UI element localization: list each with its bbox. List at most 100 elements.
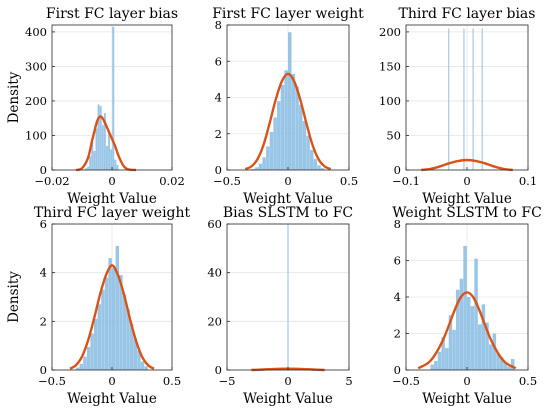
x-tick-label: 0 xyxy=(108,174,115,188)
histogram-bar xyxy=(320,168,325,170)
histogram-bar xyxy=(273,117,277,170)
subplot-title: First FC layer bias xyxy=(46,6,178,22)
x-tick-label: −0.02 xyxy=(34,174,69,188)
histogram-bar xyxy=(262,157,266,170)
histogram-bars xyxy=(430,245,515,370)
histogram-bar xyxy=(295,86,299,170)
histogram-bar xyxy=(76,367,80,370)
y-tick-label: 6 xyxy=(215,54,222,68)
x-tick-label: 0 xyxy=(284,174,291,188)
histogram-bar xyxy=(97,304,102,370)
y-tick-label: 4 xyxy=(40,266,47,280)
x-tick-label: 0.5 xyxy=(163,374,181,388)
histogram-bar xyxy=(448,315,453,370)
y-tick-label: 4 xyxy=(215,91,222,105)
histogram-bar xyxy=(89,156,92,170)
y-tick-label: 400 xyxy=(25,25,47,39)
histogram-bar xyxy=(85,168,87,170)
subplot-title: Third FC layer weight xyxy=(34,205,191,221)
histogram-bar xyxy=(430,364,434,370)
histogram-bar xyxy=(119,275,123,370)
histogram-bar xyxy=(116,164,119,170)
histogram-bar xyxy=(101,125,104,170)
y-tick-label: 100 xyxy=(379,94,401,108)
histogram-bar xyxy=(496,353,500,370)
x-axis-label: Weight Value xyxy=(243,191,333,207)
histogram-bar xyxy=(492,333,497,370)
histogram-bar xyxy=(463,245,467,370)
x-tick-label: −0.5 xyxy=(38,374,66,388)
x-tick-label: 0.5 xyxy=(340,174,358,188)
x-tick-label: 0.5 xyxy=(519,374,537,388)
histogram-bar xyxy=(95,128,98,170)
histogram-bar xyxy=(470,306,475,370)
histogram-bar xyxy=(87,166,90,170)
histogram-bar xyxy=(251,169,255,170)
subplot-title: Third FC layer bias xyxy=(399,6,536,22)
histogram-bar xyxy=(144,366,148,370)
histogram-bar xyxy=(507,366,511,370)
y-tick-label: 100 xyxy=(25,128,47,142)
y-tick-label: 0 xyxy=(215,163,222,177)
density-fit-curve xyxy=(421,158,513,172)
density-fit-curve xyxy=(417,291,517,370)
y-tick-label: 0 xyxy=(394,363,401,377)
grid xyxy=(52,25,172,170)
histogram-bar xyxy=(133,338,138,370)
histogram-bar xyxy=(302,121,307,170)
histogram-bar xyxy=(255,167,259,170)
density-fit-curve xyxy=(244,72,332,171)
histogram-bar xyxy=(258,163,263,170)
histogram-bar xyxy=(93,151,96,170)
histogram-bar xyxy=(101,289,105,370)
subplot-title: First FC layer weight xyxy=(212,6,364,22)
histogram-bar xyxy=(485,322,489,370)
density-fit-curve xyxy=(69,264,155,370)
x-axis-label: Weight Value xyxy=(67,191,157,207)
x-tick-label: 0 xyxy=(108,374,115,388)
histogram-bar xyxy=(317,165,321,170)
subplot-title: Weight SLSTM to FC xyxy=(392,205,542,221)
density-fit-curve xyxy=(75,115,137,172)
histogram-bar xyxy=(112,267,116,370)
histogram-bar xyxy=(441,337,445,370)
y-tick-label: 40 xyxy=(207,266,222,280)
histogram-bar xyxy=(94,318,98,370)
histogram-bar xyxy=(79,363,84,370)
histogram-bars xyxy=(85,26,119,170)
histogram-bar xyxy=(114,159,117,170)
x-tick-label: 5 xyxy=(345,374,352,388)
histogram-bar xyxy=(459,278,464,370)
x-tick-label: 0 xyxy=(284,374,291,388)
y-axis-label: Density xyxy=(6,71,22,123)
x-tick-label: 0 xyxy=(463,374,470,388)
grid xyxy=(406,25,528,170)
histogram-bar xyxy=(280,84,285,170)
histogram-bar xyxy=(86,346,91,370)
histogram-bars xyxy=(76,245,148,370)
histogram-bar xyxy=(474,258,478,370)
x-axis-label: Weight Value xyxy=(243,391,333,407)
histogram-bar xyxy=(140,361,145,370)
histogram-bar xyxy=(437,351,442,370)
x-axis-label: Weight Value xyxy=(67,391,157,407)
histogram-bar xyxy=(510,359,515,370)
histogram-bar xyxy=(445,348,449,370)
x-tick-label: −0.5 xyxy=(213,174,241,188)
y-tick-label: 4 xyxy=(394,290,401,304)
histogram-bar xyxy=(499,357,504,370)
y-tick-label: 150 xyxy=(379,59,401,73)
subplot-title: Bias SLSTM to FC xyxy=(223,205,353,221)
histogram-bar xyxy=(452,329,456,370)
histogram-bar xyxy=(434,360,438,370)
x-axis-label: Weight Value xyxy=(422,191,512,207)
histogram-bar xyxy=(477,324,482,370)
histogram-spikes xyxy=(448,28,483,170)
histogram-bar xyxy=(277,101,281,170)
